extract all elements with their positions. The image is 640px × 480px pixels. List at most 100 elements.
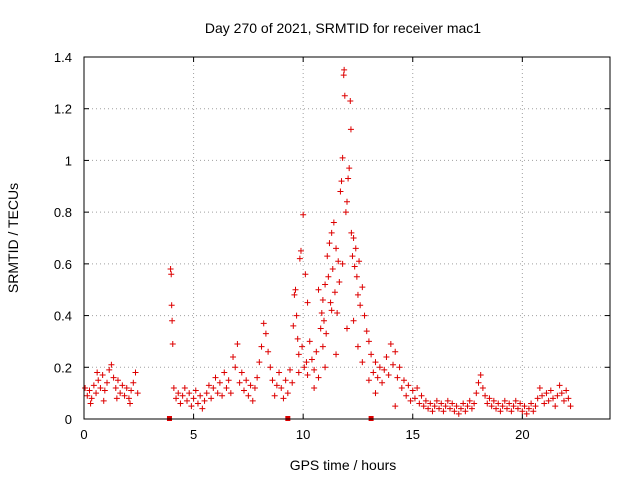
data-point <box>302 271 309 278</box>
data-point <box>303 359 310 366</box>
data-point <box>510 403 517 410</box>
data-point <box>297 247 304 254</box>
data-point <box>403 392 410 399</box>
data-point <box>444 397 451 404</box>
data-point <box>223 384 230 391</box>
data-point <box>247 382 254 389</box>
data-point <box>123 384 130 391</box>
y-tick-label: 1.2 <box>54 102 72 117</box>
data-point <box>330 219 337 226</box>
data-point <box>192 387 199 394</box>
data-point <box>169 317 176 324</box>
data-point <box>493 405 500 412</box>
data-point <box>292 286 299 293</box>
data-point <box>539 392 546 399</box>
data-point <box>525 405 532 412</box>
data-point <box>545 397 552 404</box>
data-point <box>190 395 197 402</box>
data-point <box>119 382 126 389</box>
data-point <box>365 338 372 345</box>
data-point <box>287 366 294 373</box>
data-point <box>100 397 107 404</box>
data-point <box>234 341 241 348</box>
data-point <box>468 405 475 412</box>
data-point <box>260 320 267 327</box>
data-point <box>271 392 278 399</box>
data-point <box>210 384 217 391</box>
data-point <box>347 97 354 104</box>
data-point <box>368 351 375 358</box>
data-point <box>521 403 528 410</box>
data-point <box>313 348 320 355</box>
x-tick-label: 15 <box>406 427 420 442</box>
data-point <box>99 372 106 379</box>
data-point <box>356 258 363 265</box>
data-point <box>541 400 548 407</box>
data-point <box>345 175 352 182</box>
data-point <box>392 403 399 410</box>
data-point <box>370 369 377 376</box>
data-point <box>453 403 460 410</box>
data-point <box>88 395 95 402</box>
data-point <box>328 307 335 314</box>
data-point <box>170 384 177 391</box>
data-point <box>353 273 360 280</box>
data-point <box>354 291 361 298</box>
data-point <box>168 302 175 309</box>
data-point <box>359 284 366 291</box>
data-point <box>254 374 261 381</box>
data-point <box>383 353 390 360</box>
y-tick-label: 1.4 <box>54 50 72 65</box>
data-point <box>455 410 462 417</box>
data-point <box>323 330 330 337</box>
data-point <box>90 382 97 389</box>
data-point <box>197 392 204 399</box>
data-point <box>240 387 247 394</box>
data-point <box>431 403 438 410</box>
data-point <box>499 403 506 410</box>
y-axis-label: SRMTID / TECUs <box>5 183 21 293</box>
y-tick-label: 0.8 <box>54 205 72 220</box>
data-point <box>167 266 174 273</box>
data-point <box>339 154 346 161</box>
data-point <box>315 374 322 381</box>
data-point <box>462 408 469 415</box>
data-point <box>177 400 184 407</box>
data-point <box>290 322 297 329</box>
data-point <box>503 405 510 412</box>
data-point <box>338 178 345 185</box>
data-point <box>556 382 563 389</box>
data-point <box>295 369 302 376</box>
data-point <box>201 397 208 404</box>
data-point <box>514 405 521 412</box>
data-point <box>565 395 572 402</box>
data-point <box>436 405 443 412</box>
data-point <box>336 278 343 285</box>
data-point <box>396 364 403 371</box>
data-point <box>322 364 329 371</box>
data-point <box>278 384 285 391</box>
data-point <box>558 390 565 397</box>
data-point <box>449 400 456 407</box>
data-point <box>315 286 322 293</box>
data-point <box>333 245 340 252</box>
y-tick-label: 0.2 <box>54 360 72 375</box>
data-point <box>506 400 513 407</box>
data-point <box>104 379 111 386</box>
data-point <box>390 361 397 368</box>
data-point <box>304 372 311 379</box>
data-point <box>422 397 429 404</box>
data-point <box>429 408 436 415</box>
data-point <box>471 400 478 407</box>
data-point <box>361 312 368 319</box>
y-tick-labels: 0 0.2 0.4 0.6 0.8 1 1.2 1.4 <box>54 50 72 427</box>
x-axis-label: GPS time / hours <box>290 457 397 473</box>
plot-frame <box>83 56 611 420</box>
data-point <box>216 379 223 386</box>
data-point <box>425 405 432 412</box>
data-point <box>94 369 101 376</box>
data-point <box>337 188 344 195</box>
data-point <box>317 325 324 332</box>
data-point <box>523 410 530 417</box>
